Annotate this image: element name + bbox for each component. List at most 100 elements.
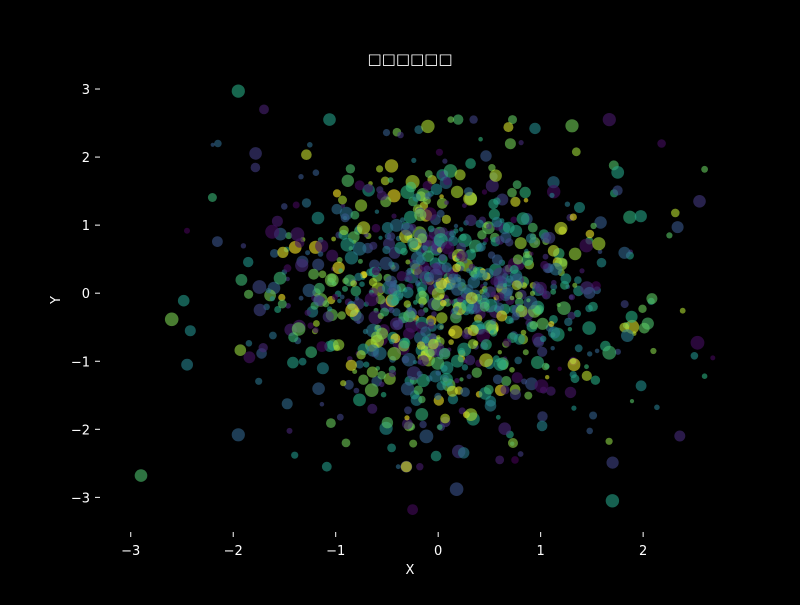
scatter-point — [435, 370, 442, 376]
scatter-point — [597, 249, 603, 254]
scatter-point — [407, 307, 413, 313]
scatter-point — [422, 180, 433, 191]
scatter-point — [512, 180, 522, 190]
scatter-point — [434, 392, 442, 400]
scatter-point — [134, 469, 148, 482]
scatter-point — [418, 296, 427, 306]
scatter-point — [418, 395, 426, 404]
scatter-point — [506, 275, 514, 283]
scatter-point — [392, 290, 404, 301]
scatter-point — [448, 325, 463, 339]
scatter-point — [620, 300, 629, 309]
scatter-point — [477, 230, 487, 240]
scatter-point — [464, 187, 473, 196]
scatter-point — [471, 367, 482, 378]
scatter-point — [283, 264, 292, 273]
scatter-point — [693, 195, 706, 208]
scatter-point — [510, 196, 521, 207]
scatter-point — [417, 309, 425, 317]
scatter-point — [545, 375, 550, 380]
scatter-point — [423, 265, 431, 273]
scatter-point — [586, 427, 593, 435]
scatter-point — [345, 164, 356, 174]
scatter-point — [594, 216, 607, 229]
scatter-point — [449, 299, 454, 305]
scatter-point — [400, 222, 414, 236]
scatter-point — [493, 358, 507, 371]
scatter-point — [396, 271, 407, 282]
scatter-point — [542, 253, 549, 260]
scatter-point — [403, 327, 415, 340]
scatter-point — [589, 411, 598, 420]
scatter-point — [517, 451, 524, 457]
scatter-point — [259, 104, 269, 115]
scatter-point — [536, 317, 549, 330]
scatter-point — [614, 348, 622, 355]
scatter-point — [301, 198, 312, 208]
scatter-point — [472, 267, 478, 272]
scatter-point — [440, 365, 448, 372]
scatter-point — [380, 176, 390, 186]
scatter-point — [499, 218, 505, 224]
scatter-point — [340, 213, 350, 223]
scatter-point — [559, 258, 568, 267]
scatter-point — [490, 291, 497, 298]
scatter-point — [485, 179, 499, 193]
scatter-point — [483, 384, 494, 395]
scatter-point — [496, 310, 508, 322]
scatter-point — [423, 207, 437, 221]
scatter-point — [430, 450, 442, 462]
scatter-point — [337, 311, 346, 320]
x-axis-label: X — [406, 563, 415, 578]
scatter-point — [436, 323, 444, 331]
scatter-point — [439, 348, 451, 360]
scatter-point — [366, 344, 379, 357]
scatter-point — [207, 193, 217, 202]
scatter-point — [611, 166, 625, 179]
scatter-point — [359, 281, 365, 288]
x-tick-label: 1 — [537, 544, 545, 559]
scatter-point — [625, 310, 638, 323]
scatter-point — [571, 405, 577, 411]
scatter-point — [498, 422, 512, 436]
scatter-point — [278, 293, 286, 302]
scatter-point — [574, 276, 582, 284]
scatter-point — [497, 350, 502, 355]
scatter-point — [612, 185, 623, 196]
scatter-point — [404, 210, 417, 224]
scatter-point — [322, 300, 330, 308]
scatter-point — [461, 364, 469, 371]
scatter-point — [522, 251, 530, 259]
scatter-point — [342, 285, 348, 292]
scatter-point — [339, 225, 349, 236]
y-tick-label: 2 — [82, 151, 90, 166]
scatter-point — [340, 203, 346, 209]
scatter-point — [509, 367, 515, 373]
scatter-point — [504, 138, 516, 150]
points-layer — [134, 84, 716, 515]
scatter-point — [419, 420, 427, 429]
scatter-point — [605, 494, 620, 508]
scatter-point — [243, 256, 254, 268]
scatter-point — [451, 283, 464, 296]
scatter-point — [436, 312, 448, 324]
x-tick-label: −2 — [224, 544, 243, 559]
scatter-point — [505, 238, 514, 247]
scatter-point — [332, 261, 345, 274]
scatter-point — [465, 158, 476, 169]
scatter-point — [427, 225, 435, 233]
scatter-point — [305, 250, 311, 256]
scatter-point — [350, 285, 362, 297]
scatter-point — [638, 304, 647, 313]
scatter-point — [353, 387, 360, 394]
scatter-point — [525, 233, 537, 244]
scatter-point — [332, 189, 342, 198]
scatter-point — [416, 255, 426, 266]
scatter-point — [674, 430, 686, 442]
scatter-point — [509, 265, 519, 274]
scatter-point — [436, 209, 445, 218]
scatter-point — [446, 282, 453, 290]
scatter-point — [258, 343, 268, 353]
scatter-point — [618, 246, 631, 259]
scatter-point — [621, 329, 634, 342]
